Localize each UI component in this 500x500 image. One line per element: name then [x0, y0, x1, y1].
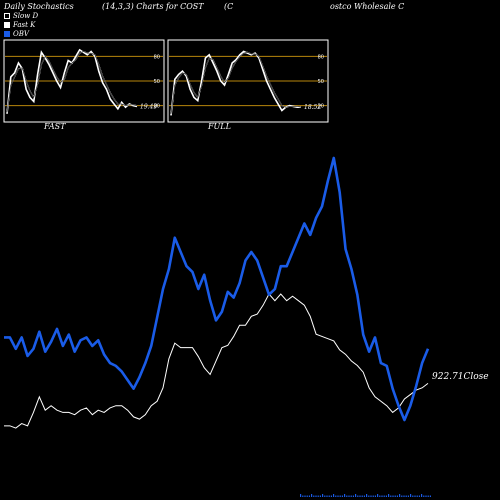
volume-bar — [403, 495, 405, 497]
volume-bar — [394, 495, 396, 497]
full-panel-label: FULL — [208, 122, 231, 131]
volume-bar — [407, 495, 409, 497]
legend-swatch — [4, 13, 10, 19]
volume-bar — [335, 495, 337, 497]
volume-bar — [379, 495, 381, 497]
volume-bar — [350, 495, 352, 497]
close-value: 922.71 — [432, 372, 464, 382]
series-line — [170, 50, 301, 116]
volume-bar — [421, 494, 423, 497]
chart-title: Daily Stochastics — [4, 2, 74, 11]
volume-bar — [410, 494, 412, 497]
volume-bar — [423, 495, 425, 497]
y-tick-label: 50 — [154, 79, 160, 85]
volume-bar — [383, 495, 385, 497]
legend-swatch — [4, 22, 10, 28]
volume-bar — [377, 494, 379, 497]
volume-bar — [366, 494, 368, 497]
volume-bar — [319, 495, 321, 497]
volume-bar — [344, 494, 346, 497]
y-tick-label: 50 — [318, 79, 324, 85]
chart-params: (14,3,3) Charts for COST — [102, 2, 204, 11]
volume-bar — [388, 494, 390, 497]
volume-bar — [324, 495, 326, 497]
legend-fast-k: Fast K — [4, 21, 35, 29]
volume-bar — [308, 495, 310, 497]
volume-bar — [390, 495, 392, 497]
volume-bar — [317, 495, 319, 497]
volume-bar — [427, 495, 429, 497]
legend-obv: OBV — [4, 30, 29, 38]
volume-bar — [392, 495, 394, 497]
full-panel: 20 50 80 18.52 — [167, 39, 329, 123]
volume-bar — [370, 495, 372, 497]
series-line-core — [6, 51, 138, 113]
y-tick-label: 80 — [318, 54, 324, 60]
volume-bar — [326, 495, 328, 497]
volume-bar — [429, 495, 431, 497]
obv-price-chart — [4, 156, 431, 497]
company-name: ostco Wholesale C — [330, 2, 405, 11]
volume-bar — [348, 495, 350, 497]
volume-bar — [306, 495, 308, 497]
volume-bar — [372, 495, 374, 497]
legend-slow-d: Slow D — [4, 12, 38, 20]
volume-bar — [416, 495, 418, 497]
volume-bar — [311, 494, 313, 497]
close-price-line — [4, 293, 429, 429]
legend-label: OBV — [13, 30, 29, 38]
volume-bar — [399, 494, 401, 497]
volume-bar — [385, 495, 387, 497]
legend-label: Fast K — [13, 21, 36, 29]
volume-bar — [412, 495, 414, 497]
volume-bar — [322, 494, 324, 497]
volume-bar — [337, 495, 339, 497]
y-tick-label: 80 — [154, 54, 160, 60]
volume-bar — [374, 495, 376, 497]
volume-bar — [396, 495, 398, 497]
volume-bar — [328, 495, 330, 497]
volume-bar — [368, 495, 370, 497]
volume-bar — [355, 494, 357, 497]
volume-bar — [339, 495, 341, 497]
volume-bar — [363, 495, 365, 497]
legend-swatch — [4, 31, 10, 37]
volume-bar — [313, 495, 315, 497]
volume-bar — [304, 495, 306, 497]
obv-line — [4, 156, 430, 422]
volume-bar — [341, 495, 343, 497]
volume-bar — [414, 495, 416, 497]
volume-bar — [315, 495, 317, 497]
volume-bar — [300, 494, 302, 497]
last-value-label: 19.49 — [140, 103, 157, 110]
volume-bar — [405, 495, 407, 497]
company-prefix: (C — [224, 2, 234, 11]
y-tick-label: 20 — [154, 104, 160, 110]
volume-bar — [352, 495, 354, 497]
volume-bar — [359, 495, 361, 497]
y-tick-label: 20 — [318, 104, 324, 110]
close-suffix: Close — [463, 372, 489, 382]
volume-bar — [333, 494, 335, 497]
series-line-core — [170, 51, 302, 114]
volume-bar — [401, 495, 403, 497]
fast-panel-label: FAST — [44, 122, 66, 131]
fast-panel: 20 50 80 19.49 — [3, 39, 165, 123]
volume-bar — [418, 495, 420, 497]
volume-bar — [425, 495, 427, 497]
volume-bar — [330, 495, 332, 497]
volume-bar — [346, 495, 348, 497]
volume-bar — [357, 495, 359, 497]
volume-bar — [381, 495, 383, 497]
legend-label: Slow D — [13, 12, 39, 20]
volume-bar — [361, 495, 363, 497]
close-value-label: 922.71Close — [432, 372, 489, 382]
volume-bar — [302, 495, 304, 497]
last-value-label: 18.52 — [304, 104, 321, 111]
